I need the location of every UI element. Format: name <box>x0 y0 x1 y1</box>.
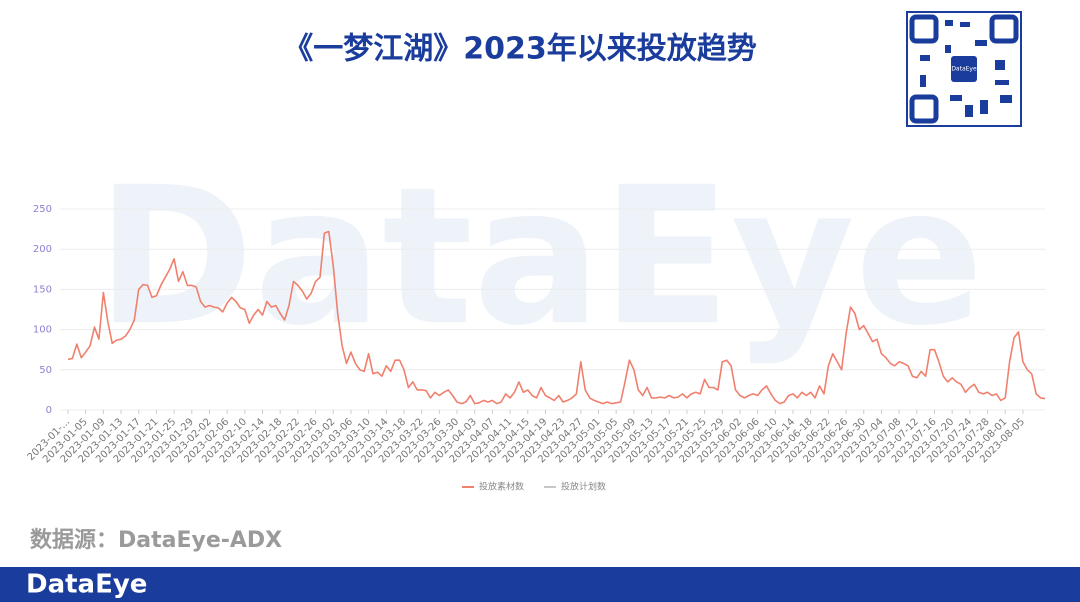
source: 数据源：DataEye-ADX <box>30 527 282 553</box>
y-tick-label: 250 <box>33 204 52 215</box>
y-tick-label: 150 <box>33 284 52 295</box>
y-tick-label: 100 <box>33 325 52 336</box>
qr-label: DataEye <box>951 66 977 73</box>
y-tick-label: 50 <box>39 365 52 376</box>
logo: DataEye <box>26 570 147 600</box>
y-tick-label: 200 <box>33 244 52 255</box>
y-tick-label: 0 <box>46 405 52 416</box>
watermark: DataEye <box>96 146 983 367</box>
qr-code: DataEye <box>906 11 1022 127</box>
legend-label: 投放计划数 <box>561 481 606 493</box>
title: 《一梦江湖》2023年以来投放趋势 <box>283 32 757 67</box>
legend-label: 投放素材数 <box>479 481 524 493</box>
footer-bar <box>0 567 1080 602</box>
series-line <box>67 230 1046 405</box>
